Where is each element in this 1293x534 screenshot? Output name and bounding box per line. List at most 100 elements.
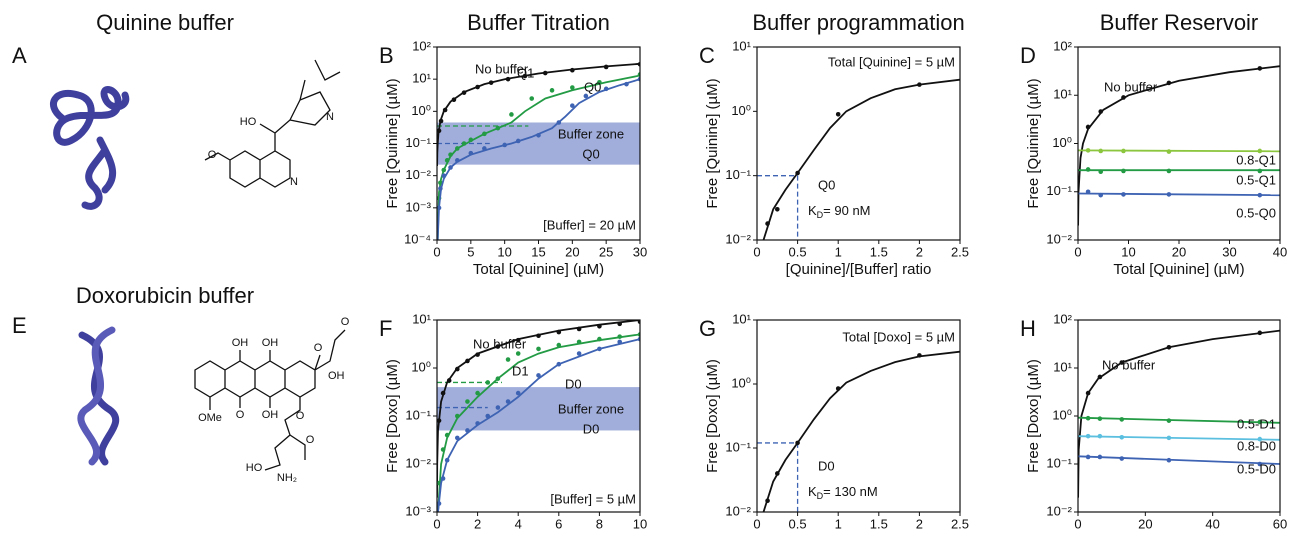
- panel-label: G: [699, 316, 716, 341]
- fit-line: [437, 78, 640, 240]
- buffer-zone: [437, 387, 640, 431]
- series-label: 0.5-D0: [1237, 461, 1276, 476]
- x-axis-label: Total [Quinine] (µM): [473, 261, 604, 278]
- y-axis-label: Free [Doxo] (µM): [384, 359, 401, 473]
- y-tick-label: 10⁻²: [405, 167, 431, 182]
- x-tick-label: 25: [599, 244, 613, 259]
- dna-helix: [77, 326, 120, 466]
- data-point: [444, 158, 450, 163]
- data-point: [835, 111, 841, 117]
- data-point: [509, 112, 514, 117]
- data-point: [1166, 418, 1172, 423]
- data-point: [1257, 330, 1263, 336]
- data-point: [1166, 149, 1172, 154]
- plot-area: [437, 61, 640, 240]
- data-point: [835, 386, 841, 391]
- fit-line: [1078, 149, 1280, 153]
- fit-line: [437, 338, 640, 512]
- series-label: No buffer: [475, 61, 529, 76]
- data-point: [1085, 167, 1091, 172]
- data-point: [468, 150, 474, 156]
- data-point: [556, 120, 562, 125]
- data-point: [1085, 189, 1091, 195]
- fit-line: [1078, 435, 1280, 441]
- data-point: [1166, 457, 1172, 463]
- data-point: [1097, 374, 1103, 380]
- data-point: [1085, 390, 1091, 396]
- data-point: [765, 498, 770, 504]
- x-tick-label: 0: [433, 516, 440, 531]
- data-point: [441, 167, 447, 173]
- data-point: [475, 421, 480, 426]
- data-point: [1166, 192, 1172, 197]
- y-tick-label: 10⁰: [731, 103, 751, 118]
- note: Total [Doxo] = 5 µM: [842, 329, 955, 344]
- data-point: [515, 337, 521, 343]
- atom-label: OH: [262, 409, 279, 421]
- atom-label: O: [236, 409, 245, 421]
- atom-label: OMe: [198, 412, 222, 424]
- data-point: [446, 378, 452, 383]
- data-point: [475, 390, 480, 396]
- x-tick-label: 10: [633, 516, 647, 531]
- data-point: [502, 142, 507, 148]
- atom-label: NH₂: [277, 472, 297, 484]
- atom-label: O: [306, 434, 315, 446]
- y-tick-label: 10⁻¹: [405, 407, 431, 422]
- y-tick-label: 10⁻³: [405, 199, 431, 214]
- x-tick-label: 1.5: [870, 516, 888, 531]
- x-tick-label: 2: [474, 516, 481, 531]
- y-tick-label: 10⁰: [1052, 135, 1072, 150]
- data-point: [570, 103, 575, 108]
- x-tick-label: 0: [753, 516, 760, 531]
- y-tick-label: 10⁰: [411, 359, 431, 374]
- data-point: [603, 64, 609, 70]
- atom-label: O: [314, 342, 323, 354]
- kd-subscript: D: [817, 210, 824, 220]
- series-label: Q0: [584, 79, 601, 94]
- y-tick-label: 10²: [1053, 311, 1072, 326]
- atom-label: OH: [232, 337, 249, 349]
- data-point: [1166, 168, 1172, 174]
- y-tick-label: 10⁻¹: [1046, 183, 1072, 198]
- fit-line: [762, 78, 960, 240]
- data-point: [437, 128, 442, 133]
- data-point: [597, 323, 602, 329]
- data-point: [1119, 456, 1125, 461]
- data-point: [461, 141, 467, 146]
- x-tick-label: 30: [633, 244, 647, 259]
- data-point: [515, 390, 521, 396]
- data-point: [442, 107, 448, 113]
- data-point: [444, 432, 450, 438]
- x-tick-label: 15: [531, 244, 545, 259]
- x-tick-label: 40: [1273, 244, 1287, 259]
- y-axis-label: Free [Doxo] (µM): [1025, 359, 1042, 473]
- x-tick-label: 5: [467, 244, 474, 259]
- data-point: [556, 342, 562, 348]
- data-point: [1119, 434, 1125, 440]
- series-label: 0.5-Q0: [1236, 205, 1276, 220]
- x-tick-label: 20: [1172, 244, 1186, 259]
- data-point: [1098, 109, 1104, 114]
- atom-label: OH: [262, 337, 279, 349]
- atom-label: HO: [240, 116, 257, 128]
- x-tick-label: 0: [433, 244, 440, 259]
- y-tick-label: 10⁰: [731, 375, 751, 390]
- data-point: [440, 476, 446, 481]
- x-axis-label: Total [Doxo] (µM): [1122, 533, 1237, 534]
- kd-label: KD= 130 nM: [808, 484, 878, 501]
- x-axis-label: Total [Quinine] (µM): [1113, 261, 1244, 278]
- data-point: [1257, 66, 1263, 71]
- data-point: [576, 326, 582, 332]
- x-tick-label: 2: [916, 244, 923, 259]
- plot-area: [1078, 329, 1280, 498]
- x-tick-label: 0: [1074, 516, 1081, 531]
- x-tick-label: 20: [565, 244, 579, 259]
- data-point: [485, 380, 491, 385]
- data-point: [597, 346, 602, 352]
- x-tick-label: 2: [916, 516, 923, 531]
- series-label: No buffer: [1102, 357, 1156, 372]
- y-tick-label: 10⁰: [1052, 407, 1072, 422]
- data-point: [465, 358, 470, 364]
